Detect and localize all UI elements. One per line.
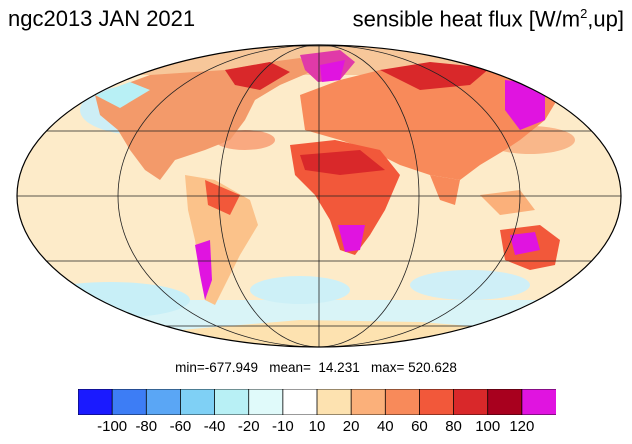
indian-ocean-cool: [410, 270, 530, 300]
colorbar-swatch: [180, 389, 216, 415]
variable-title-prefix: sensible heat flux [W/m: [352, 6, 581, 32]
colorbar-tick-label: 80: [445, 418, 462, 435]
south-atlantic-cool: [250, 276, 350, 304]
colorbar-tick-label: 100: [475, 418, 501, 435]
colorbar-swatch: [248, 389, 284, 415]
eurasia: [300, 65, 560, 180]
colorbar-swatch: [214, 389, 250, 415]
colorbar-swatch: [145, 389, 182, 415]
colorbar-tick-label: -60: [169, 418, 192, 435]
scandinavia-hot: [320, 60, 345, 82]
colorbar: [78, 389, 556, 415]
colorbar-swatch: [419, 389, 455, 415]
colorbar-swatch: [521, 389, 556, 415]
colorbar-swatch: [316, 389, 353, 415]
colorbar-tick-label: 20: [342, 418, 360, 435]
colorbar-tick-label: -20: [237, 418, 260, 435]
southern-africa-hot: [338, 225, 365, 252]
colorbar-swatch: [282, 389, 318, 415]
colorbar-tick-label: 40: [376, 418, 394, 435]
india: [430, 175, 460, 205]
brazil-warm: [205, 180, 240, 215]
colorbar-swatch: [78, 389, 114, 415]
south-pacific-cool: [30, 282, 190, 318]
globe-outline: [16, 44, 622, 348]
siberia-cold: [380, 62, 490, 90]
map-title: ngc2013 JAN 2021: [8, 6, 196, 31]
alaska-cool: [95, 82, 150, 108]
colorbar-tick-label: 120: [509, 418, 535, 435]
sahara-hot: [300, 150, 385, 175]
colorbar-tick-label: 10: [308, 418, 326, 435]
east-siberia-hot: [505, 80, 545, 130]
canada-cold: [225, 62, 290, 90]
colorbar-tick-label: -40: [203, 418, 226, 435]
colorbar-swatch: [453, 389, 489, 415]
field-statistics: min=-677.949 mean= 14.231 max= 520.628: [175, 360, 457, 375]
variable-title-suffix: ,up]: [587, 6, 624, 32]
andes-hot: [195, 240, 212, 300]
colorbar-tick-label: -10: [272, 418, 294, 435]
colorbar-swatch: [111, 389, 148, 415]
australia-hot: [510, 232, 540, 255]
map-field: [17, 45, 621, 347]
colorbar-tick-label: -80: [135, 418, 158, 435]
colorbar-swatch: [487, 389, 523, 415]
variable-title-exponent: 2: [580, 6, 588, 21]
colorbar-tick-label: 60: [411, 418, 428, 435]
variable-title: sensible heat flux [W/m2,up]: [353, 6, 624, 32]
colorbar-swatch: [384, 389, 421, 415]
colorbar-swatch: [350, 389, 387, 415]
colorbar-tick-label: -100: [97, 418, 128, 435]
